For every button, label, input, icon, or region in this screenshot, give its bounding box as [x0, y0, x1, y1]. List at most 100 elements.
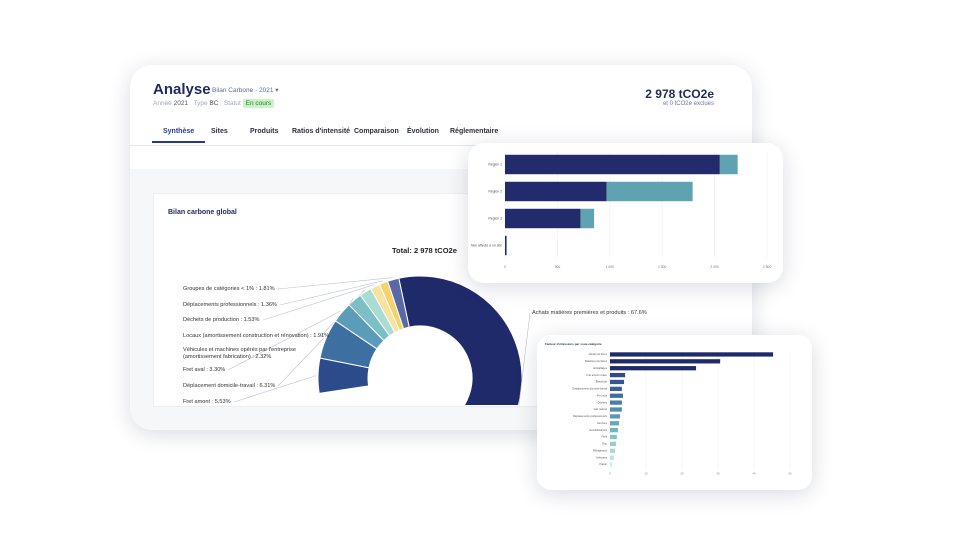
slice-label: Achats matières premières et produits : …	[532, 310, 647, 316]
donut-chart	[227, 275, 531, 405]
bar	[610, 441, 617, 447]
slice-label: Déplacements professionnels : 1.36%	[183, 302, 277, 308]
bar-segment	[505, 181, 607, 202]
leader-line	[518, 312, 531, 405]
x-tick-label: 2 000	[710, 265, 719, 269]
bar-segment	[505, 235, 507, 256]
leader-line	[277, 337, 325, 387]
y-tick-label: Fioul	[601, 435, 607, 439]
bar	[610, 352, 774, 357]
tab-underline	[152, 141, 205, 143]
bar	[610, 455, 614, 460]
bar	[610, 428, 618, 433]
bar	[610, 407, 622, 412]
bar	[610, 400, 622, 405]
bar	[610, 448, 616, 453]
meta-label: Statut	[223, 100, 241, 107]
x-tick-label: 30	[717, 472, 720, 476]
leader-line	[227, 311, 341, 371]
slice-label: Locaux (amortissement construction et ré…	[183, 333, 330, 339]
x-tick-label: 10	[645, 472, 648, 476]
y-tick-label: Électricité	[596, 379, 608, 384]
tab[interactable]: Évolution	[407, 128, 439, 135]
donut-slice	[317, 357, 370, 394]
page-title: Analyse	[153, 81, 211, 98]
y-tick-label: Région 3	[488, 216, 502, 220]
y-tick-label: Eau	[602, 442, 607, 446]
x-tick-label: 1 000	[606, 265, 615, 269]
donut-slice	[319, 320, 378, 369]
x-tick-label: 0	[504, 265, 506, 269]
bar-segment	[606, 181, 693, 202]
y-tick-label: Région 2	[488, 189, 502, 193]
bar	[610, 434, 617, 440]
tab[interactable]: Produits	[250, 128, 279, 135]
y-tick-label: Immobilisations	[589, 428, 608, 432]
donut-slice	[398, 275, 523, 405]
x-tick-label: 500	[555, 265, 561, 269]
y-tick-label: Papier	[600, 462, 608, 466]
tab[interactable]: Ratios d'intensité	[292, 128, 351, 135]
slice-label: Déplacement domicile-travail : 6.31%	[183, 383, 276, 389]
x-tick-label: 20	[681, 472, 684, 476]
bar	[610, 366, 697, 371]
leader-line	[262, 284, 375, 321]
bar	[610, 393, 623, 398]
slice-label: Déchets de production : 1.53%	[183, 317, 260, 323]
chart-title: Bilan carbone global	[168, 209, 237, 216]
y-tick-label: Achats de biens	[589, 352, 608, 356]
region-card: 0 500 1 000 1 500 2 000 2 500 Région 1 Région 2…	[468, 143, 783, 283]
x-tick-label: 1 500	[658, 265, 667, 269]
factor-chart: Facteur d'émissions par sous-catégorie 0 1…	[545, 342, 792, 476]
y-tick-label: Fret amont routier	[586, 373, 607, 377]
chart-subtitle: Total: 2 978 tCO2e	[392, 246, 457, 255]
y-tick-label: Gaz naturel	[594, 407, 608, 411]
leader-line	[279, 280, 383, 306]
y-tick-label: Véhicules	[596, 455, 608, 459]
leader-line	[277, 277, 393, 290]
bar	[610, 421, 619, 426]
y-tick-label: Réfrigérants	[593, 448, 608, 452]
status-badge: En cours	[242, 99, 275, 108]
x-tick-label: 2 500	[763, 265, 772, 269]
bar	[610, 386, 622, 391]
bar-segment	[719, 154, 738, 175]
y-tick-label: Déchets	[597, 400, 607, 404]
divider	[130, 145, 752, 146]
y-tick-label: Déplacements domicile-travail	[572, 387, 607, 391]
donut-slice	[359, 288, 396, 337]
page-subtitle[interactable]: Bilan Carbone · 2021 ▾	[212, 87, 279, 94]
y-tick-label: Non affecté à un site	[471, 243, 502, 247]
x-tick-label: 50	[789, 472, 792, 476]
bar	[610, 359, 721, 364]
y-tick-label: Région 1	[488, 162, 502, 166]
factor-card: Facteur d'émissions par sous-catégorie 0 1…	[537, 335, 812, 490]
bar	[610, 379, 625, 385]
excluded-emissions: et 0 tCO2e exclues	[662, 101, 714, 107]
meta-value: 2021	[173, 100, 189, 107]
y-tick-label: Emballages	[593, 366, 607, 370]
donut-slice	[334, 304, 385, 350]
bar-segment	[505, 154, 720, 175]
meta-label: Année	[153, 100, 172, 107]
y-tick-label: Matières premières	[585, 359, 608, 363]
meta-value: BC	[209, 100, 219, 107]
bar	[610, 462, 613, 467]
x-tick-label: 0	[609, 472, 611, 476]
bar-segment	[580, 208, 595, 229]
tab[interactable]: Sites	[211, 128, 228, 135]
tab[interactable]: Réglementaire	[450, 128, 499, 135]
bar	[610, 414, 621, 419]
y-tick-label: Services	[597, 421, 608, 425]
y-tick-label: Fret aval	[597, 393, 608, 397]
donut-slice	[348, 294, 391, 342]
tab[interactable]: Comparaison	[354, 128, 399, 135]
y-tick-label: Déplacements professionnels	[573, 414, 608, 418]
bar-segment	[505, 208, 581, 229]
x-tick-label: 40	[753, 472, 756, 476]
tab[interactable]: Synthèse	[163, 128, 195, 135]
bar	[610, 372, 626, 378]
meta-row: Année 2021 Type BC Statut En cours	[153, 99, 275, 108]
